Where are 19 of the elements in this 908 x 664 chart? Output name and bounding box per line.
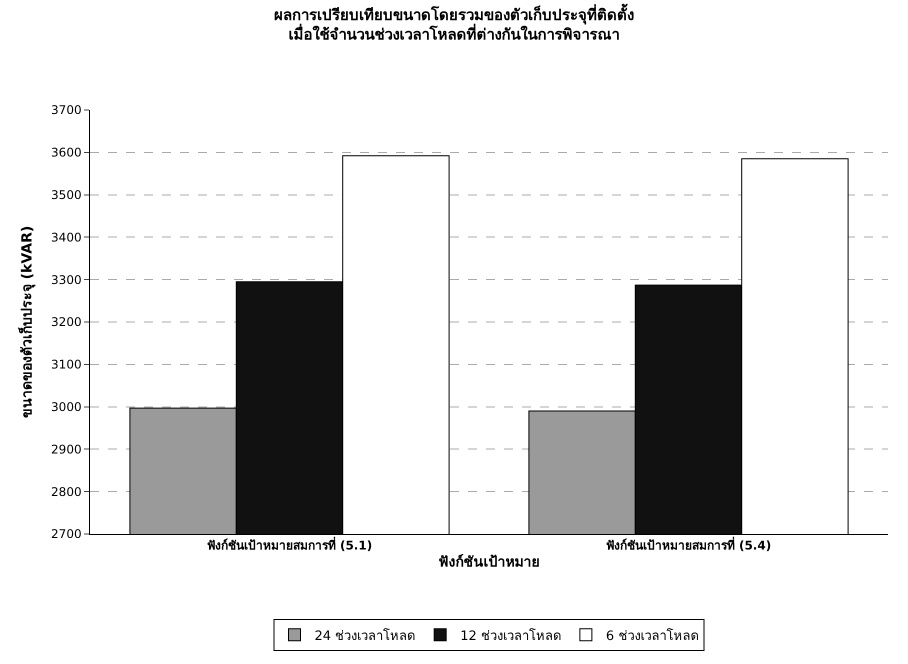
- y-tick-label: 3400: [51, 230, 82, 244]
- y-tick-label: 2700: [51, 527, 82, 542]
- y-tick-label: 3600: [51, 146, 82, 160]
- y-tick-label: 3000: [51, 400, 82, 414]
- y-axis-title: ขนาดของตัวเก็บประจุ (kVAR): [18, 226, 36, 418]
- chart-title: ผลการเปรียบเทียบขนาดโดยรวมของตัวเก็บประจุที่ติดตั้ง เมื่อใช้จำนวนช่วงเวลาโหลดที่ต่างกันในการพิจารณา: [274, 2, 634, 44]
- y-tick-label: 3200: [51, 315, 82, 330]
- y-tick-label: 2800: [51, 484, 82, 499]
- y-tick-label: 3100: [51, 358, 82, 372]
- legend-label: 12 ช่วงเวลาโหลด: [460, 628, 561, 644]
- x-tick-label: ฟังก์ชันเป้าหมายสมการที่ (5.1): [206, 536, 372, 552]
- x-tick-label: ฟังก์ชันเป้าหมายสมการที่ (5.4): [606, 536, 772, 552]
- y-tick-label: 3300: [51, 272, 82, 287]
- x-axis-title: ฟังก์ชันเป้าหมาย: [438, 554, 540, 571]
- legend-label: 6 ช่วงเวลาโหลด: [606, 628, 698, 644]
- legend-label: 24 ช่วงเวลาโหลด: [314, 628, 416, 644]
- y-tick-label: 3700: [51, 103, 82, 118]
- y-tick-label: 3500: [51, 188, 82, 202]
- y-tick-label: 2900: [51, 442, 82, 456]
